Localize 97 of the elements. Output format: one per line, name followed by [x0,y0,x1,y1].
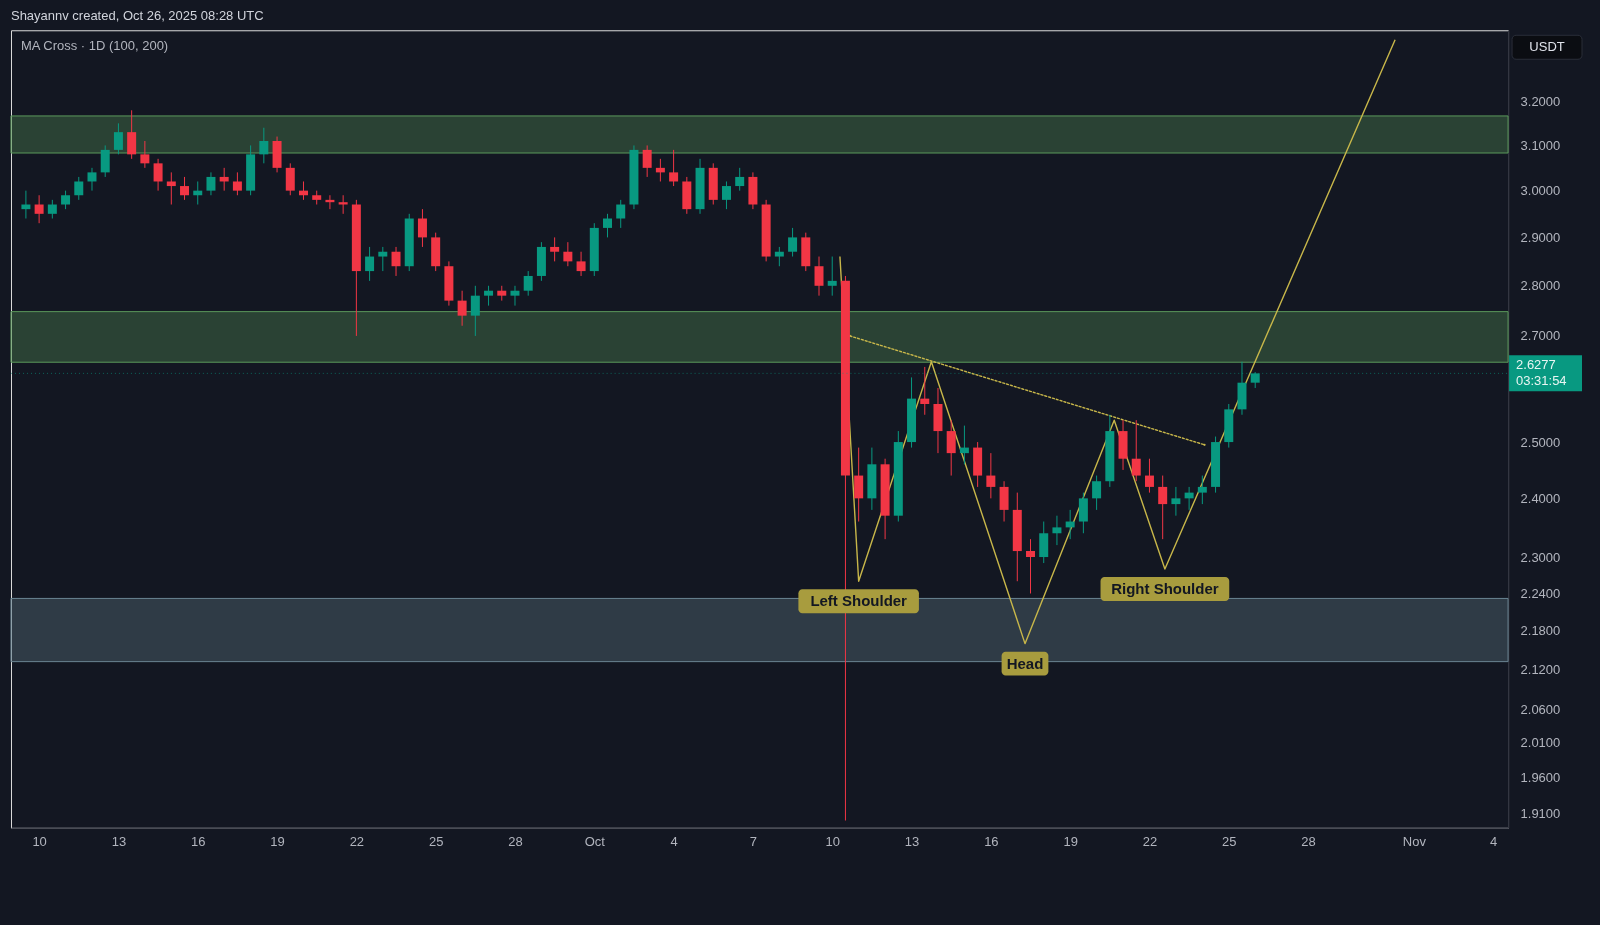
candlestick [986,452,996,499]
candlestick [1144,458,1154,494]
candlestick [74,176,84,201]
y-tick-label: 2.0100 [1520,735,1561,751]
y-tick-label: 1.9100 [1520,805,1561,821]
candlestick [285,162,295,196]
candlestick [61,190,71,210]
candlestick [642,144,652,178]
y-tick-label: 1.9600 [1520,770,1561,786]
annotation: Left Shoulder [810,592,908,610]
x-tick-label: 7 [749,834,758,850]
y-tick-label: 2.4000 [1520,490,1561,506]
candlestick [946,419,956,477]
candlestick [100,144,110,178]
candlestick [378,246,388,272]
candlestick [774,246,784,267]
candlestick [232,171,242,196]
y-tick-label: 2.3000 [1520,549,1561,565]
x-tick-label: 19 [270,834,285,850]
candlestick [206,171,216,196]
y-tick-label: 2.0600 [1520,701,1561,717]
candlestick [1171,486,1181,517]
x-tick-label: 25 [428,834,444,850]
candlestick [113,122,123,155]
candlestick [457,290,467,327]
x-tick-label: 22 [1142,834,1158,850]
candlestick [365,246,375,282]
text: Shayannv created, Oct 26, 2025 08:28 UTC [10,8,264,24]
y-tick-label: 2.1800 [1520,623,1561,639]
candlestick [735,167,745,192]
candlestick [153,158,163,192]
annotation: Right Shoulder [1111,580,1219,598]
candlestick [669,149,679,187]
x-tick-label: 16 [191,834,206,850]
candlestick [417,208,427,248]
candlestick [1092,475,1102,511]
candlestick [788,227,798,258]
x-tick-label: 16 [984,834,999,850]
candlestick [166,171,176,205]
y-tick-label: 2.7000 [1520,328,1561,344]
candlestick [814,256,824,297]
candlestick [550,236,560,262]
candlestick [1197,475,1207,505]
candlestick [523,270,533,297]
candlestick [1078,492,1088,534]
x-tick-label: 4 [670,834,678,850]
y-tick-label: 2.2400 [1520,585,1561,601]
candlestick [338,194,348,215]
x-tick-label: 13 [111,834,127,850]
candlestick [470,285,480,337]
candlestick [510,285,520,307]
candlestick [484,285,494,307]
y-tick-label: 3.2000 [1520,94,1561,110]
candlestick [391,246,401,277]
candlestick [180,176,190,201]
candlestick [603,213,613,238]
candlestick [127,109,137,160]
candlestick [959,425,969,465]
y-tick-label: 2.5000 [1520,434,1561,450]
x-tick-label: 13 [904,834,920,850]
candlestick [576,251,586,277]
y-tick-label: 3.0000 [1520,183,1561,199]
x-tick-label: 22 [349,834,365,850]
candlestick [1052,515,1062,546]
candlestick [1026,538,1035,594]
x-tick-label: 28 [1301,834,1316,850]
candlestick [999,480,1009,523]
x-tick-label: Oct [584,834,606,850]
y-tick-label: 3.1000 [1520,137,1561,153]
candlestick [563,241,573,267]
candlestick [616,199,626,229]
x-tick-label: 10 [825,834,840,850]
candlestick [1158,475,1168,540]
y-tick-label: 2.1200 [1520,661,1561,677]
ref-line-label: 2.6277 03:31:54 [1516,357,1567,389]
annotation: Head [1006,654,1044,672]
x-tick-label: 4 [1490,834,1498,850]
candlestick [259,127,269,164]
candlestick [721,180,731,210]
x-tick-label: 19 [1063,834,1078,850]
candlestick [827,256,837,297]
candlestick [34,194,44,224]
y-axis-title: USDT [1529,39,1565,55]
y-tick-label: 2.9000 [1520,229,1561,245]
x-tick-label: 28 [508,834,523,850]
candlestick [87,167,97,192]
candlestick [140,140,150,169]
candlestick [854,447,864,523]
x-tick-label: 10 [32,834,47,850]
candlestick [1131,419,1141,482]
candlestick [1039,521,1049,564]
candlestick [920,366,930,416]
annotation: MA Cross · 1D (100, 200) [20,38,169,54]
candlestick [47,199,57,219]
x-tick-label: 25 [1222,834,1237,850]
x-tick-label: Nov [1402,834,1427,850]
y-tick-label: 2.8000 [1520,278,1561,294]
